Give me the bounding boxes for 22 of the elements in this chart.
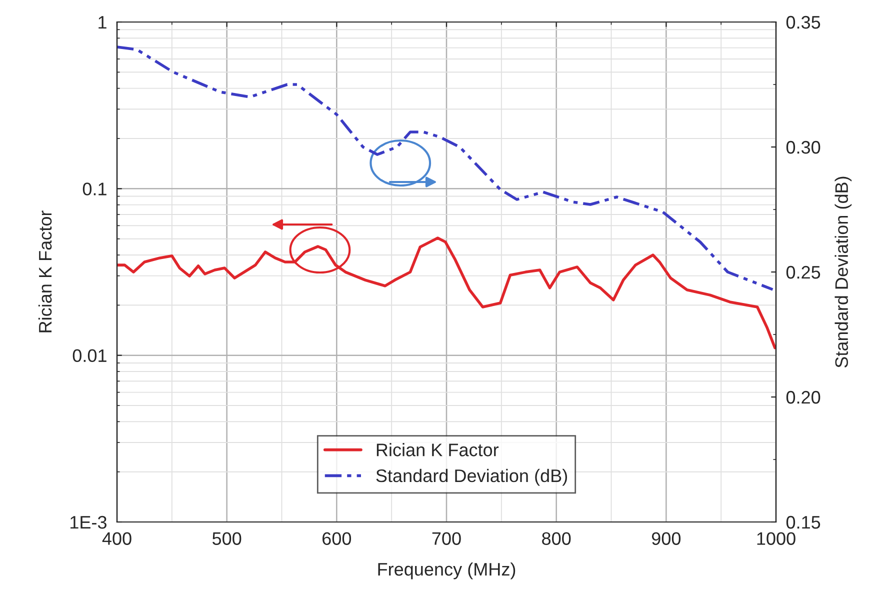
x-tick-label: 800 <box>542 532 571 545</box>
y2-tick-label: 0.25 <box>786 266 820 279</box>
x-tick-label: 600 <box>322 532 352 545</box>
x-axis-title: Frequency (MHz) <box>378 562 516 580</box>
y2-tick-label: 0.15 <box>786 516 820 529</box>
y-axis-title: Rician K Factor <box>38 210 52 332</box>
y-tick-label: 1 <box>98 16 106 29</box>
x-tick-label: 900 <box>652 532 681 545</box>
legend-label: Rician K Factor <box>376 443 499 456</box>
y2-tick-label: 0.35 <box>786 16 820 29</box>
x-tick-label: 400 <box>102 532 132 545</box>
x-tick-label: 1000 <box>757 532 796 545</box>
y2-tick-label: 0.20 <box>786 390 820 404</box>
x-tick-label: 700 <box>432 532 461 545</box>
y2-axis-title: Standard Deviation (dB) <box>834 176 852 368</box>
y2-tick-label: 0.30 <box>786 140 820 154</box>
legend-label: Standard Deviation (dB) <box>376 468 568 486</box>
y-tick-label: 1E-3 <box>70 516 106 529</box>
y-tick-label: 0.1 <box>82 182 106 196</box>
x-tick-label: 500 <box>212 532 242 545</box>
y-tick-label: 0.01 <box>72 349 106 362</box>
line-series <box>117 46 774 291</box>
